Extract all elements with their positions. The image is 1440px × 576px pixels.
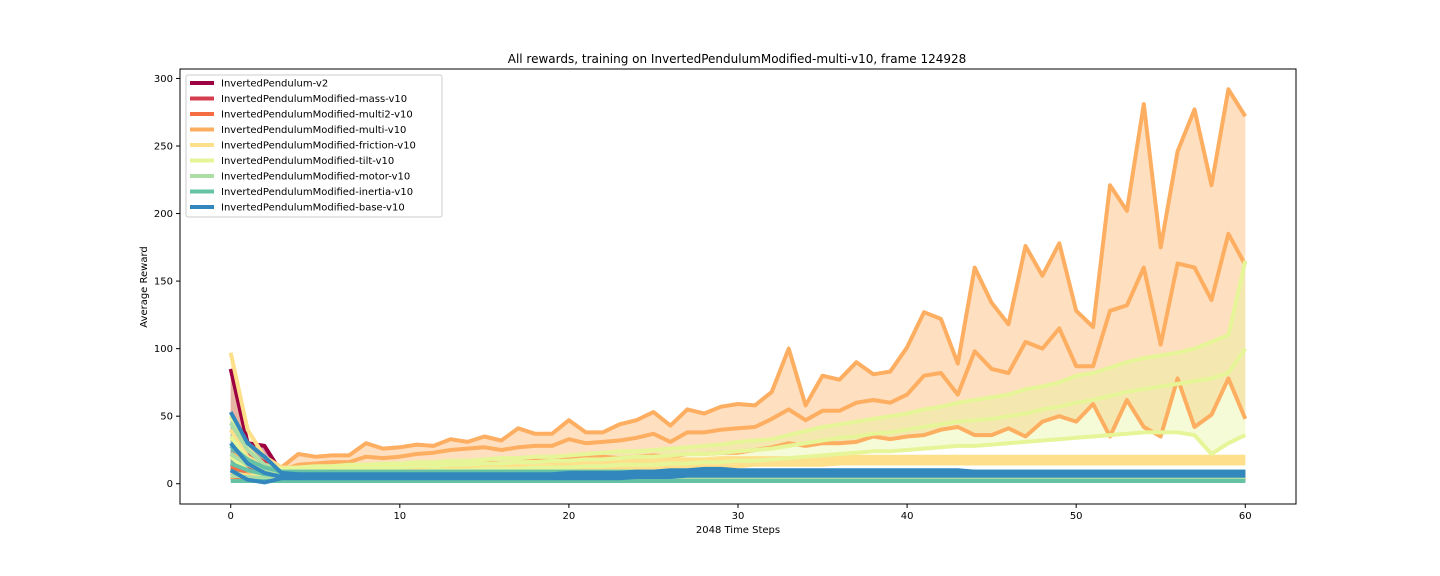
series-lines [228,87,1248,485]
line-series-5-upper [228,260,1248,471]
legend-entry: InvertedPendulumModified-multi-v10 [221,125,406,136]
x-tick-label: 10 [393,511,406,522]
legend-box [185,74,443,218]
line-series-3-upper [229,87,1247,470]
legend-entry: InvertedPendulumModified-friction-v10 [221,141,416,152]
y-tick-label: 100 [154,344,173,355]
y-tick-label: 200 [154,209,173,220]
x-tick-label: 0 [228,511,234,522]
band-series-3 [230,89,1246,478]
legend-entry: InvertedPendulumModified-mass-v10 [221,94,407,105]
y-axis-label: Average Reward [139,246,150,327]
y-axis: 0 50 100 150 200 250 300 [154,74,180,490]
legend-entry: InvertedPendulum-v2 [221,79,328,90]
y-tick-label: 50 [160,412,173,423]
legend-entry: InvertedPendulumModified-multi2-v10 [221,110,413,121]
line-series-5-mean [229,347,1247,474]
x-tick-label: 30 [732,511,745,522]
line-series-3-mean [230,231,1248,473]
x-tick-label: 50 [1070,511,1083,522]
line-series-8-mean [229,441,1246,479]
band-series-5 [230,260,1246,476]
legend-entry: InvertedPendulumModified-tilt-v10 [221,156,394,167]
y-tick-label: 300 [154,74,173,85]
y-tick-label: 0 [167,479,173,490]
legend-entry: InvertedPendulumModified-inertia-v10 [221,187,413,198]
legend-entry: InvertedPendulumModified-base-v10 [221,203,405,214]
legend: InvertedPendulum-v2 InvertedPendulumModif… [185,74,443,218]
y-tick-label: 150 [154,277,173,288]
x-axis: 0 10 20 30 40 50 60 [228,504,1252,522]
x-axis-label: 2048 Time Steps [696,525,780,536]
x-tick-label: 20 [563,511,576,522]
x-tick-label: 40 [901,511,914,522]
x-tick-label: 60 [1239,511,1252,522]
legend-entry: InvertedPendulumModified-motor-v10 [221,172,410,183]
chart-title: All rewards, training on InvertedPendulu… [508,52,967,66]
y-tick-label: 250 [154,142,173,153]
